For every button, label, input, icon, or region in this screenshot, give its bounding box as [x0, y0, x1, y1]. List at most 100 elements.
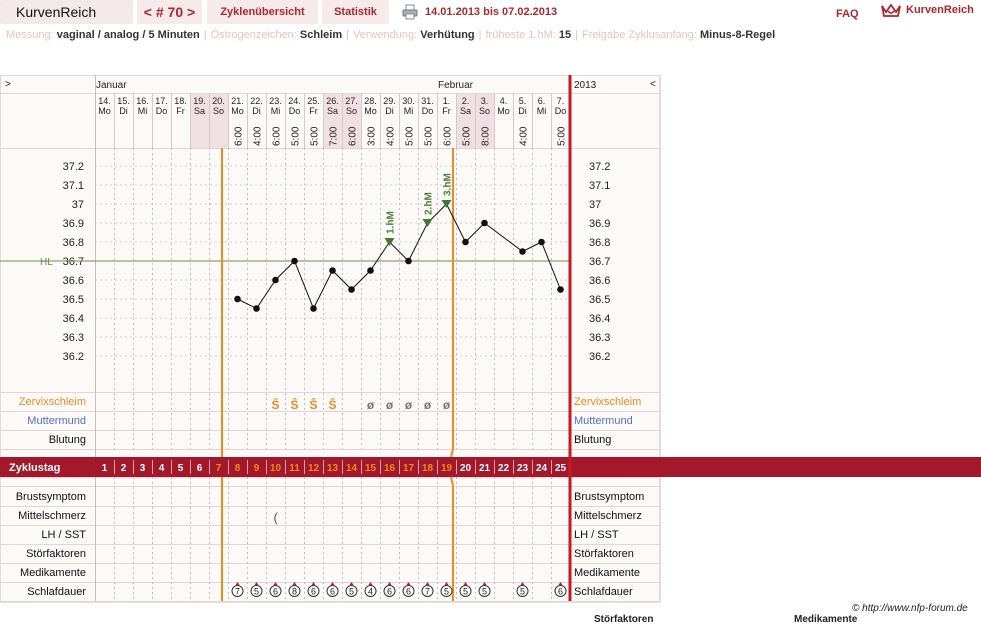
sleep-circle: [231, 585, 244, 597]
day-number: 22.: [250, 96, 263, 106]
mittelschmerz-symbol: (: [274, 510, 279, 525]
sleep-value: 7: [235, 587, 240, 597]
day-number: 25.: [307, 96, 320, 106]
day-number: 1.: [443, 96, 451, 106]
sleep-circle: [478, 585, 491, 597]
sleep-value: 6: [406, 587, 411, 597]
zyklustag-number: 7: [216, 463, 222, 474]
sleep-marker-icon: [330, 582, 335, 585]
sleep-marker-icon: [311, 582, 316, 585]
tab-statistik[interactable]: Statistik: [322, 0, 389, 24]
month-label: Februar: [438, 80, 474, 91]
info-separator: |: [478, 29, 482, 41]
higher-measurement-label: 2.hM: [424, 192, 435, 215]
zervix-s-plus: Ŝ: [271, 397, 279, 412]
zyklustag-number: 15: [365, 463, 377, 474]
temperature-point: [462, 238, 469, 246]
tab-zyklenuebersicht[interactable]: Zyklenübersicht: [207, 0, 318, 24]
measurement-info-bar: Messung: vaginal / analog / 5 Minuten | Ös…: [0, 29, 981, 45]
weekday: Di: [518, 106, 527, 116]
weekday: Di: [252, 106, 261, 116]
wake-time: 5:00: [462, 126, 473, 146]
row-label-left: Zervixschleim: [19, 396, 86, 408]
weekday: Do: [289, 106, 301, 116]
zervix-dry: ø: [386, 398, 394, 412]
row-label-right: Schlafdauer: [574, 586, 633, 598]
wake-time: 5:00: [405, 126, 416, 146]
sleep-circle: [440, 585, 453, 597]
sleep-circle: [402, 585, 415, 597]
info-value: vaginal / analog / 5 Minuten: [56, 29, 200, 41]
sleep-value: 7: [425, 587, 430, 597]
wake-time: 5:00: [310, 126, 321, 146]
zyklustag-number: 24: [536, 463, 548, 474]
weekend-column: [456, 93, 475, 148]
nav-arrow-right: <: [650, 79, 656, 90]
temp-tick-left: 36.8: [63, 237, 84, 249]
temp-tick-right: 36.3: [589, 332, 610, 344]
day-number: 15.: [117, 96, 130, 106]
weekday: Fr: [309, 106, 318, 116]
zyklustag-number: 25: [555, 463, 567, 474]
info-label: früheste 1.hM:: [485, 29, 559, 41]
temp-tick-left: 37.2: [63, 161, 84, 173]
temp-tick-left: 36.6: [63, 275, 84, 287]
zervix-dry: ø: [424, 398, 432, 412]
weekday: Do: [555, 106, 567, 116]
info-label: Verwendung:: [352, 29, 421, 41]
temperature-point: [557, 286, 564, 293]
cycle-navigation[interactable]: < # 70 >: [137, 0, 202, 24]
weekday: So: [479, 106, 490, 116]
date-range: 14.01.2013 bis 07.02.2013: [425, 6, 558, 18]
day-number: 31.: [421, 96, 434, 106]
row-label-left: Störfaktoren: [26, 548, 86, 560]
weekend-column: [209, 93, 228, 148]
faq-link[interactable]: FAQ: [836, 8, 859, 20]
zervix-s-plus: Ŝ: [309, 397, 317, 412]
brand-title[interactable]: KurvenReich: [0, 0, 133, 24]
zyklustag-label: Zyklustag: [9, 462, 60, 474]
row-label-left: LH / SST: [41, 529, 86, 541]
sleep-marker-icon: [292, 582, 297, 585]
zyklustag-number: 10: [270, 463, 282, 474]
temp-tick-left: 36.9: [63, 218, 84, 230]
weekday: Mi: [404, 106, 414, 116]
wake-time: 5:00: [291, 126, 302, 146]
zyklustag-number: 13: [327, 463, 339, 474]
weekend-column: [190, 93, 209, 148]
temperature-point: [538, 238, 545, 246]
day-number: 16.: [136, 96, 149, 106]
chart-background: [0, 75, 660, 602]
higher-measurement-marker: [441, 200, 452, 208]
sleep-marker-icon: [482, 582, 487, 585]
day-number: 7.: [557, 96, 565, 106]
weekend-column: [342, 93, 361, 148]
sleep-value: 8: [292, 587, 297, 597]
day-number: 17.: [155, 96, 168, 106]
temperature-point: [234, 295, 241, 303]
ovulation-line-bend: [450, 448, 454, 458]
weekend-column: [475, 93, 494, 148]
weekday: Mo: [98, 106, 111, 116]
row-label-left: Muttermund: [27, 415, 86, 427]
sleep-circle: [516, 585, 529, 597]
sleep-marker-icon: [387, 582, 392, 585]
sleep-value: 6: [558, 587, 563, 597]
weekday: Sa: [194, 106, 205, 116]
sleep-marker-icon: [444, 582, 449, 585]
printer-icon[interactable]: [402, 4, 418, 20]
temp-tick-right: 36.9: [589, 218, 610, 230]
cutoff-label-medikamente: Medikamente: [794, 614, 858, 625]
higher-measurement-label: 3.hM: [443, 173, 454, 196]
info-separator: |: [575, 29, 578, 41]
sleep-value: 5: [520, 587, 525, 597]
sleep-value: 6: [311, 587, 316, 597]
zervix-dry: ø: [367, 398, 375, 412]
weekday: Sa: [327, 106, 338, 116]
wake-time: 4:00: [519, 126, 530, 146]
day-number: 28.: [364, 96, 377, 106]
zervix-s-plus: Ŝ: [290, 397, 298, 412]
zyklustag-number: 11: [289, 463, 300, 474]
sleep-marker-icon: [520, 582, 525, 585]
sleep-value: 6: [387, 587, 392, 597]
